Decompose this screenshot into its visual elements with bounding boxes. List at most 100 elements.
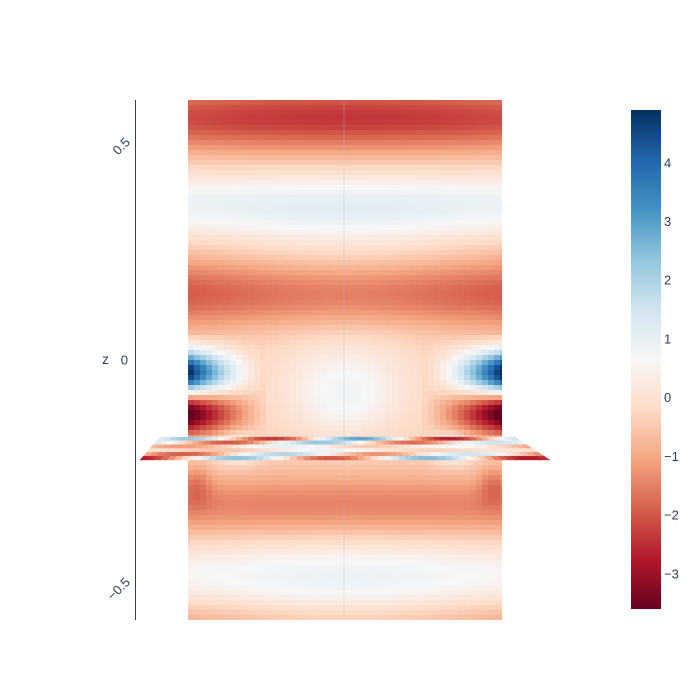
vertical-slice-cell	[338, 320, 345, 326]
vertical-slice-cell	[494, 460, 501, 466]
vertical-slice-cell	[386, 145, 393, 151]
vertical-slice-cell	[200, 255, 207, 261]
vertical-slice-cell	[320, 170, 327, 176]
vertical-slice-cell	[350, 540, 357, 546]
vertical-slice-cell	[368, 240, 375, 246]
vertical-slice-cell	[230, 105, 237, 111]
vertical-slice-cell	[272, 125, 279, 131]
vertical-slice-cell	[212, 380, 219, 386]
vertical-slice-cell	[344, 275, 351, 281]
vertical-slice-cell	[398, 205, 405, 211]
vertical-slice-cell	[332, 310, 339, 316]
vertical-slice-cell	[446, 325, 453, 331]
vertical-slice-cell	[332, 240, 339, 246]
vertical-slice-cell	[398, 140, 405, 146]
vertical-slice-cell	[326, 125, 333, 131]
vertical-slice-cell	[446, 225, 453, 231]
vertical-slice-cell	[302, 430, 309, 436]
vertical-slice-cell	[440, 385, 447, 391]
vertical-slice-cell	[458, 120, 465, 126]
vertical-slice-cell	[248, 220, 255, 226]
vertical-slice-cell	[338, 105, 345, 111]
vertical-slice-cell	[200, 315, 207, 321]
vertical-slice-cell	[386, 290, 393, 296]
vertical-slice-cell	[440, 120, 447, 126]
vertical-slice-cell	[440, 280, 447, 286]
vertical-slice-cell	[446, 340, 453, 346]
vertical-slice-cell	[410, 100, 417, 106]
vertical-slice-cell	[416, 115, 423, 121]
vertical-slice-cell	[332, 410, 339, 416]
vertical-slice-cell	[494, 155, 501, 161]
vertical-slice-cell	[320, 155, 327, 161]
vertical-slice-cell	[404, 525, 411, 531]
vertical-slice-cell	[248, 280, 255, 286]
vertical-slice-cell	[392, 500, 399, 506]
vertical-slice-cell	[482, 490, 489, 496]
vertical-slice-cell	[236, 555, 243, 561]
vertical-slice-cell	[194, 175, 201, 181]
vertical-slice-cell	[200, 550, 207, 556]
vertical-slice-cell	[488, 395, 495, 401]
vertical-slice-cell	[236, 180, 243, 186]
vertical-slice-cell	[374, 270, 381, 276]
vertical-slice-cell	[308, 395, 315, 401]
vertical-slice-cell	[266, 360, 273, 366]
vertical-slice-cell	[476, 430, 483, 436]
vertical-slice-cell	[272, 315, 279, 321]
vertical-slice-cell	[224, 465, 231, 471]
vertical-slice-cell	[290, 260, 297, 266]
vertical-slice-cell	[362, 220, 369, 226]
vertical-slice-cell	[242, 385, 249, 391]
vertical-slice-cell	[212, 120, 219, 126]
vertical-slice-cell	[206, 100, 213, 106]
vertical-slice-cell	[230, 125, 237, 131]
vertical-slice-cell	[188, 505, 195, 511]
vertical-slice-cell	[248, 535, 255, 541]
vertical-slice-cell	[428, 185, 435, 191]
vertical-slice-cell	[404, 460, 411, 466]
vertical-slice-cell	[332, 110, 339, 116]
vertical-slice-cell	[290, 370, 297, 376]
vertical-slice-cell	[188, 565, 195, 571]
vertical-slice-cell	[422, 290, 429, 296]
vertical-slice-cell	[404, 465, 411, 471]
vertical-slice-cell	[482, 535, 489, 541]
vertical-slice-cell	[248, 100, 255, 106]
vertical-slice-cell	[344, 185, 351, 191]
vertical-slice-cell	[410, 335, 417, 341]
vertical-slice-cell	[458, 560, 465, 566]
vertical-slice-cell	[470, 110, 477, 116]
vertical-slice-cell	[392, 225, 399, 231]
vertical-slice-cell	[332, 395, 339, 401]
vertical-slice-cell	[362, 490, 369, 496]
vertical-slice-cell	[404, 470, 411, 476]
vertical-slice-cell	[284, 320, 291, 326]
vertical-slice-cell	[344, 365, 351, 371]
vertical-slice-cell	[308, 130, 315, 136]
vertical-slice-cell	[350, 480, 357, 486]
vertical-slice-cell	[464, 225, 471, 231]
vertical-slice-cell	[404, 180, 411, 186]
vertical-slice-cell	[260, 475, 267, 481]
vertical-slice-cell	[224, 545, 231, 551]
vertical-slice-cell	[266, 530, 273, 536]
vertical-slice-cell	[344, 410, 351, 416]
vertical-slice-cell	[392, 535, 399, 541]
vertical-slice-cell	[422, 285, 429, 291]
vertical-slice-cell	[326, 420, 333, 426]
vertical-slice-cell	[356, 205, 363, 211]
vertical-slice-cell	[410, 385, 417, 391]
vertical-slice-cell	[362, 230, 369, 236]
vertical-slice-cell	[224, 365, 231, 371]
vertical-slice-cell	[338, 535, 345, 541]
vertical-slice-cell	[308, 155, 315, 161]
vertical-slice-cell	[350, 295, 357, 301]
vertical-slice-cell	[242, 325, 249, 331]
vertical-slice-cell	[488, 255, 495, 261]
vertical-slice-cell	[356, 505, 363, 511]
vertical-slice-cell	[494, 370, 501, 376]
vertical-slice-cell	[302, 210, 309, 216]
vertical-slice-cell	[200, 265, 207, 271]
vertical-slice-cell	[308, 165, 315, 171]
